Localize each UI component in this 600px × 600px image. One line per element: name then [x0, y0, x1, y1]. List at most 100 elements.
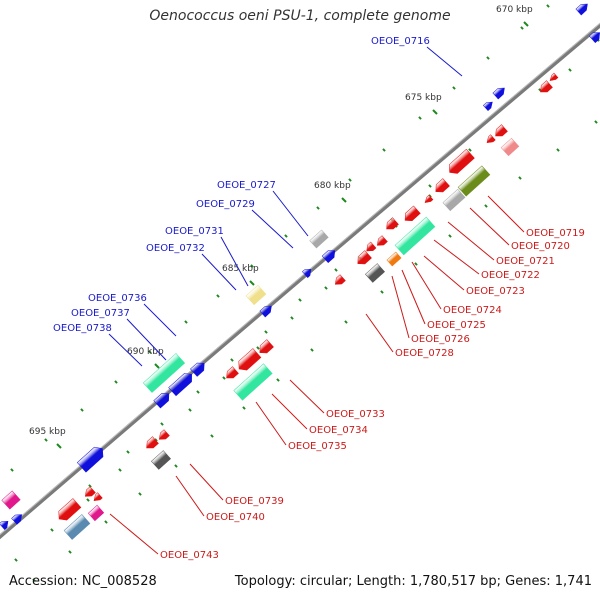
gene-leader-line [126, 318, 167, 361]
gene-leader-line [423, 255, 465, 291]
gene-leader-line [143, 303, 177, 337]
track-dot [316, 206, 320, 210]
gene-forward [0, 521, 9, 531]
gene-pink [500, 137, 520, 157]
gene-reverse [238, 348, 262, 371]
gene-reverse [84, 486, 96, 497]
tick-mark [432, 109, 438, 115]
gene-grey [309, 229, 329, 249]
gene-leader-line [109, 513, 159, 555]
track-dot [484, 204, 488, 208]
gene-leader-line [487, 195, 525, 233]
tick-label: 690 kbp [127, 347, 164, 357]
track-dot [118, 468, 122, 472]
gene-reverse [259, 339, 274, 354]
gene-forward [168, 373, 192, 397]
track-dot [184, 320, 188, 324]
track-dot [334, 268, 338, 272]
gene-reverse [334, 274, 346, 285]
gene-label-oeoe_0733: OEOE_0733 [326, 409, 385, 420]
tick-label: 680 kbp [314, 181, 351, 191]
gene-reverse [226, 366, 239, 379]
tick-mark [154, 363, 160, 369]
gene-label-oeoe_0716: OEOE_0716 [371, 36, 430, 47]
track-dot [32, 578, 36, 582]
tick-mark [523, 21, 529, 27]
track-dot [154, 438, 158, 442]
track-dot [160, 422, 164, 426]
gene-reverse [376, 235, 388, 246]
track-dot [380, 290, 384, 294]
gene-leader-line [201, 253, 237, 291]
track-dot [298, 298, 302, 302]
track-dot [14, 558, 18, 562]
gene-label-oeoe_0732: OEOE_0732 [146, 243, 205, 254]
gene-leader-line [272, 190, 309, 237]
gene-reverse [486, 134, 496, 143]
gene-leader-line [175, 475, 205, 517]
gene-leader-line [271, 393, 308, 430]
track-dot [428, 184, 432, 188]
gene-reverse [549, 72, 559, 82]
track-dot [114, 380, 118, 384]
track-dot [344, 320, 348, 324]
gene-forward [190, 362, 205, 377]
gene-reverse [93, 492, 103, 501]
track-dot [348, 178, 352, 182]
gene-label-oeoe_0724: OEOE_0724 [443, 305, 502, 316]
tick-label: 670 kbp [496, 5, 533, 15]
gene-forward [76, 446, 104, 473]
gene-leader-line [391, 275, 410, 339]
track-dot [414, 262, 418, 266]
gene-leader-line [255, 401, 287, 446]
track-dot [138, 492, 142, 496]
gene-reverse [540, 80, 553, 93]
gene-forward [588, 32, 600, 44]
gene-forward [153, 393, 170, 409]
tick-label: 675 kbp [405, 93, 442, 103]
gene-label-oeoe_0728: OEOE_0728 [395, 348, 454, 359]
track-dot [290, 316, 294, 320]
topology-label: Topology: circular; Length: 1,780,517 bp… [234, 574, 592, 589]
track-dot [68, 550, 72, 554]
gene-label-oeoe_0736: OEOE_0736 [88, 293, 147, 304]
gene-mint [233, 363, 273, 401]
gene-reverse [435, 178, 450, 193]
track-dot [448, 234, 452, 238]
gene-leader-line [426, 46, 463, 77]
gene-label-oeoe_0739: OEOE_0739 [225, 496, 284, 507]
gene-reverse [158, 429, 170, 440]
gene-label-oeoe_0734: OEOE_0734 [309, 425, 368, 436]
gene-reverse [424, 194, 434, 204]
gene-reverse [449, 148, 475, 174]
track-dot [256, 346, 260, 350]
gene-leader-line [469, 207, 510, 246]
gene-forward [321, 250, 336, 264]
track-dot [468, 148, 472, 152]
track-dot [148, 350, 152, 354]
track-dot [568, 68, 572, 72]
track-dot [518, 176, 522, 180]
gene-darkgrey [365, 263, 385, 283]
gene-label-oeoe_0735: OEOE_0735 [288, 441, 347, 452]
track-dot [174, 464, 178, 468]
track-dot [310, 348, 314, 352]
gene-label-oeoe_0738: OEOE_0738 [53, 323, 112, 334]
gene-magenta [87, 504, 105, 522]
track-dot [88, 484, 92, 488]
gene-label-oeoe_0719: OEOE_0719 [526, 228, 585, 239]
gene-orange [386, 251, 402, 267]
track-dot [520, 26, 524, 30]
track-dot [216, 294, 220, 298]
track-dot [104, 520, 108, 524]
gene-forward [492, 87, 505, 100]
gene-label-oeoe_0723: OEOE_0723 [466, 286, 525, 297]
track-dot [382, 148, 386, 152]
gene-reverse [146, 436, 159, 449]
gene-leader-line [251, 209, 294, 249]
gene-label-oeoe_0725: OEOE_0725 [427, 320, 486, 331]
gene-mint [394, 216, 436, 256]
track-dot [222, 376, 226, 380]
